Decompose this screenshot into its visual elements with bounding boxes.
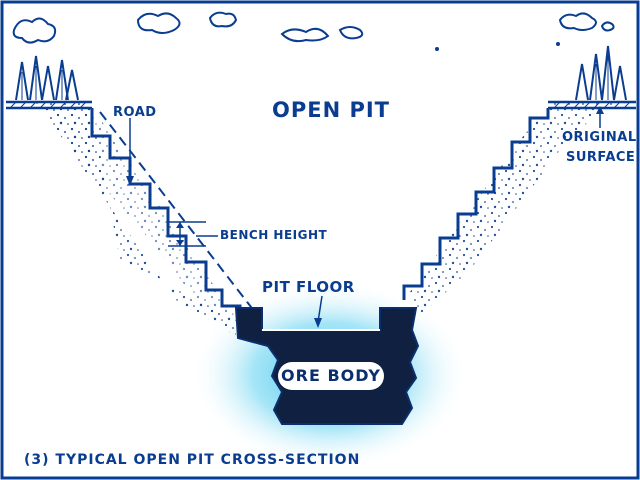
- road-label: ROAD: [113, 105, 157, 120]
- tree-icon: [601, 45, 615, 101]
- right-pit-benches: [402, 108, 550, 300]
- tree-icons: [15, 45, 627, 101]
- original-surface-label-line1: ORIGINAL: [562, 130, 637, 145]
- original-surface-label-line2: SURFACE: [566, 150, 636, 165]
- tree-icon: [575, 63, 589, 101]
- tree-icon: [41, 65, 55, 101]
- tree-icon: [15, 61, 29, 101]
- tree-icon: [55, 59, 69, 101]
- cloud-icons: [12, 11, 615, 44]
- cloud-icon: [12, 17, 57, 44]
- figure-caption: (3) TYPICAL OPEN PIT CROSS-SECTION: [24, 452, 361, 468]
- bench-height-label: BENCH HEIGHT: [220, 228, 328, 242]
- road-line: [99, 111, 259, 317]
- cloud-icon: [338, 26, 364, 40]
- cloud-icon: [600, 21, 615, 32]
- page-title: OPEN PIT: [272, 98, 391, 122]
- right-rock-fill: [410, 102, 630, 320]
- tree-icon: [65, 69, 79, 101]
- tree-icon: [613, 65, 627, 101]
- cloud-icon: [136, 12, 181, 34]
- ore-body-label: ORE BODY: [278, 362, 384, 390]
- tree-icon: [29, 55, 43, 101]
- cloud-icon: [558, 12, 597, 31]
- cloud-icon: [280, 27, 330, 43]
- surface-hatching: [9, 101, 631, 109]
- tree-icon: [589, 53, 603, 101]
- cloud-icon: [208, 11, 238, 28]
- pit-floor-label: PIT FLOOR: [262, 278, 355, 296]
